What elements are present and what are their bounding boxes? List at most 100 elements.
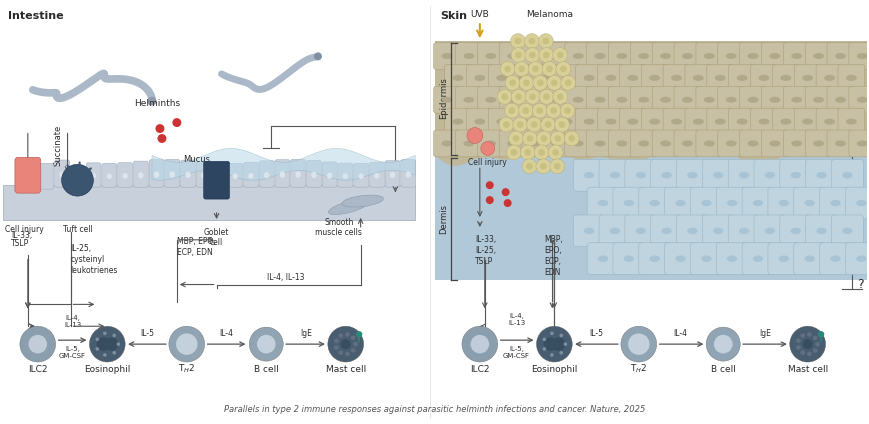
FancyBboxPatch shape: [337, 163, 353, 187]
Text: MBP, EPO,
ECP, EDN: MBP, EPO, ECP, EDN: [176, 237, 216, 257]
Circle shape: [552, 47, 567, 62]
Circle shape: [20, 326, 56, 362]
Ellipse shape: [778, 256, 788, 262]
FancyBboxPatch shape: [36, 163, 54, 189]
Ellipse shape: [681, 53, 692, 59]
FancyBboxPatch shape: [433, 86, 460, 113]
FancyBboxPatch shape: [203, 162, 229, 199]
Ellipse shape: [736, 119, 746, 125]
Circle shape: [536, 326, 572, 362]
Circle shape: [334, 345, 338, 350]
Circle shape: [345, 332, 349, 337]
Ellipse shape: [813, 97, 823, 103]
FancyBboxPatch shape: [662, 64, 689, 91]
Ellipse shape: [829, 200, 839, 206]
Ellipse shape: [123, 173, 128, 179]
Ellipse shape: [746, 97, 758, 103]
Ellipse shape: [856, 53, 866, 59]
Circle shape: [334, 338, 338, 343]
Ellipse shape: [358, 173, 363, 179]
Circle shape: [817, 331, 823, 338]
Ellipse shape: [660, 97, 670, 103]
FancyBboxPatch shape: [322, 162, 336, 187]
Circle shape: [535, 159, 550, 174]
Ellipse shape: [778, 200, 788, 206]
FancyBboxPatch shape: [753, 159, 785, 191]
FancyBboxPatch shape: [455, 86, 481, 113]
FancyBboxPatch shape: [433, 130, 460, 157]
Circle shape: [528, 38, 534, 45]
Ellipse shape: [295, 171, 301, 178]
Circle shape: [508, 107, 514, 114]
FancyBboxPatch shape: [717, 86, 744, 113]
Circle shape: [176, 333, 197, 355]
Text: Mucus: Mucus: [183, 155, 210, 165]
Circle shape: [485, 181, 494, 189]
Text: ?: ?: [856, 278, 863, 291]
Circle shape: [549, 353, 553, 357]
Ellipse shape: [700, 256, 711, 262]
Circle shape: [341, 339, 350, 349]
Ellipse shape: [583, 228, 594, 234]
Ellipse shape: [834, 140, 845, 146]
FancyBboxPatch shape: [477, 86, 504, 113]
Circle shape: [559, 351, 562, 354]
Text: Smooth
muscle cells: Smooth muscle cells: [315, 218, 362, 237]
FancyBboxPatch shape: [701, 215, 733, 247]
Circle shape: [547, 75, 561, 90]
FancyBboxPatch shape: [587, 187, 618, 219]
Ellipse shape: [216, 173, 222, 179]
Circle shape: [345, 351, 349, 356]
Circle shape: [528, 93, 535, 100]
FancyBboxPatch shape: [133, 161, 148, 187]
Ellipse shape: [550, 97, 561, 103]
Circle shape: [527, 61, 542, 76]
Circle shape: [550, 131, 565, 146]
Ellipse shape: [736, 75, 746, 81]
FancyBboxPatch shape: [805, 86, 831, 113]
Circle shape: [542, 347, 546, 351]
Ellipse shape: [572, 140, 583, 146]
FancyBboxPatch shape: [664, 243, 695, 275]
FancyBboxPatch shape: [664, 187, 695, 219]
Ellipse shape: [263, 172, 269, 178]
Circle shape: [530, 121, 537, 128]
Ellipse shape: [485, 53, 495, 59]
Circle shape: [556, 93, 563, 100]
Circle shape: [533, 75, 547, 90]
FancyBboxPatch shape: [499, 130, 526, 157]
Circle shape: [62, 165, 93, 196]
Circle shape: [542, 38, 548, 45]
FancyBboxPatch shape: [444, 108, 471, 135]
Ellipse shape: [342, 173, 348, 179]
Ellipse shape: [507, 140, 517, 146]
Ellipse shape: [692, 119, 703, 125]
FancyBboxPatch shape: [599, 159, 630, 191]
FancyBboxPatch shape: [607, 130, 634, 157]
FancyBboxPatch shape: [741, 243, 773, 275]
Circle shape: [518, 103, 533, 118]
Ellipse shape: [441, 140, 452, 146]
FancyBboxPatch shape: [793, 187, 825, 219]
Circle shape: [551, 338, 565, 351]
Circle shape: [514, 61, 528, 76]
Circle shape: [169, 326, 204, 362]
Ellipse shape: [169, 171, 175, 178]
FancyBboxPatch shape: [695, 86, 722, 113]
FancyBboxPatch shape: [554, 108, 580, 135]
FancyBboxPatch shape: [684, 64, 711, 91]
FancyBboxPatch shape: [573, 215, 604, 247]
Ellipse shape: [764, 228, 774, 234]
Circle shape: [505, 75, 520, 90]
FancyBboxPatch shape: [369, 162, 384, 187]
FancyBboxPatch shape: [706, 108, 733, 135]
Ellipse shape: [374, 173, 379, 179]
Text: Helminths: Helminths: [134, 99, 180, 108]
FancyBboxPatch shape: [509, 108, 536, 135]
Ellipse shape: [561, 75, 572, 81]
FancyBboxPatch shape: [477, 130, 504, 157]
FancyBboxPatch shape: [727, 159, 760, 191]
Circle shape: [157, 134, 166, 143]
Ellipse shape: [594, 53, 605, 59]
Ellipse shape: [845, 119, 856, 125]
